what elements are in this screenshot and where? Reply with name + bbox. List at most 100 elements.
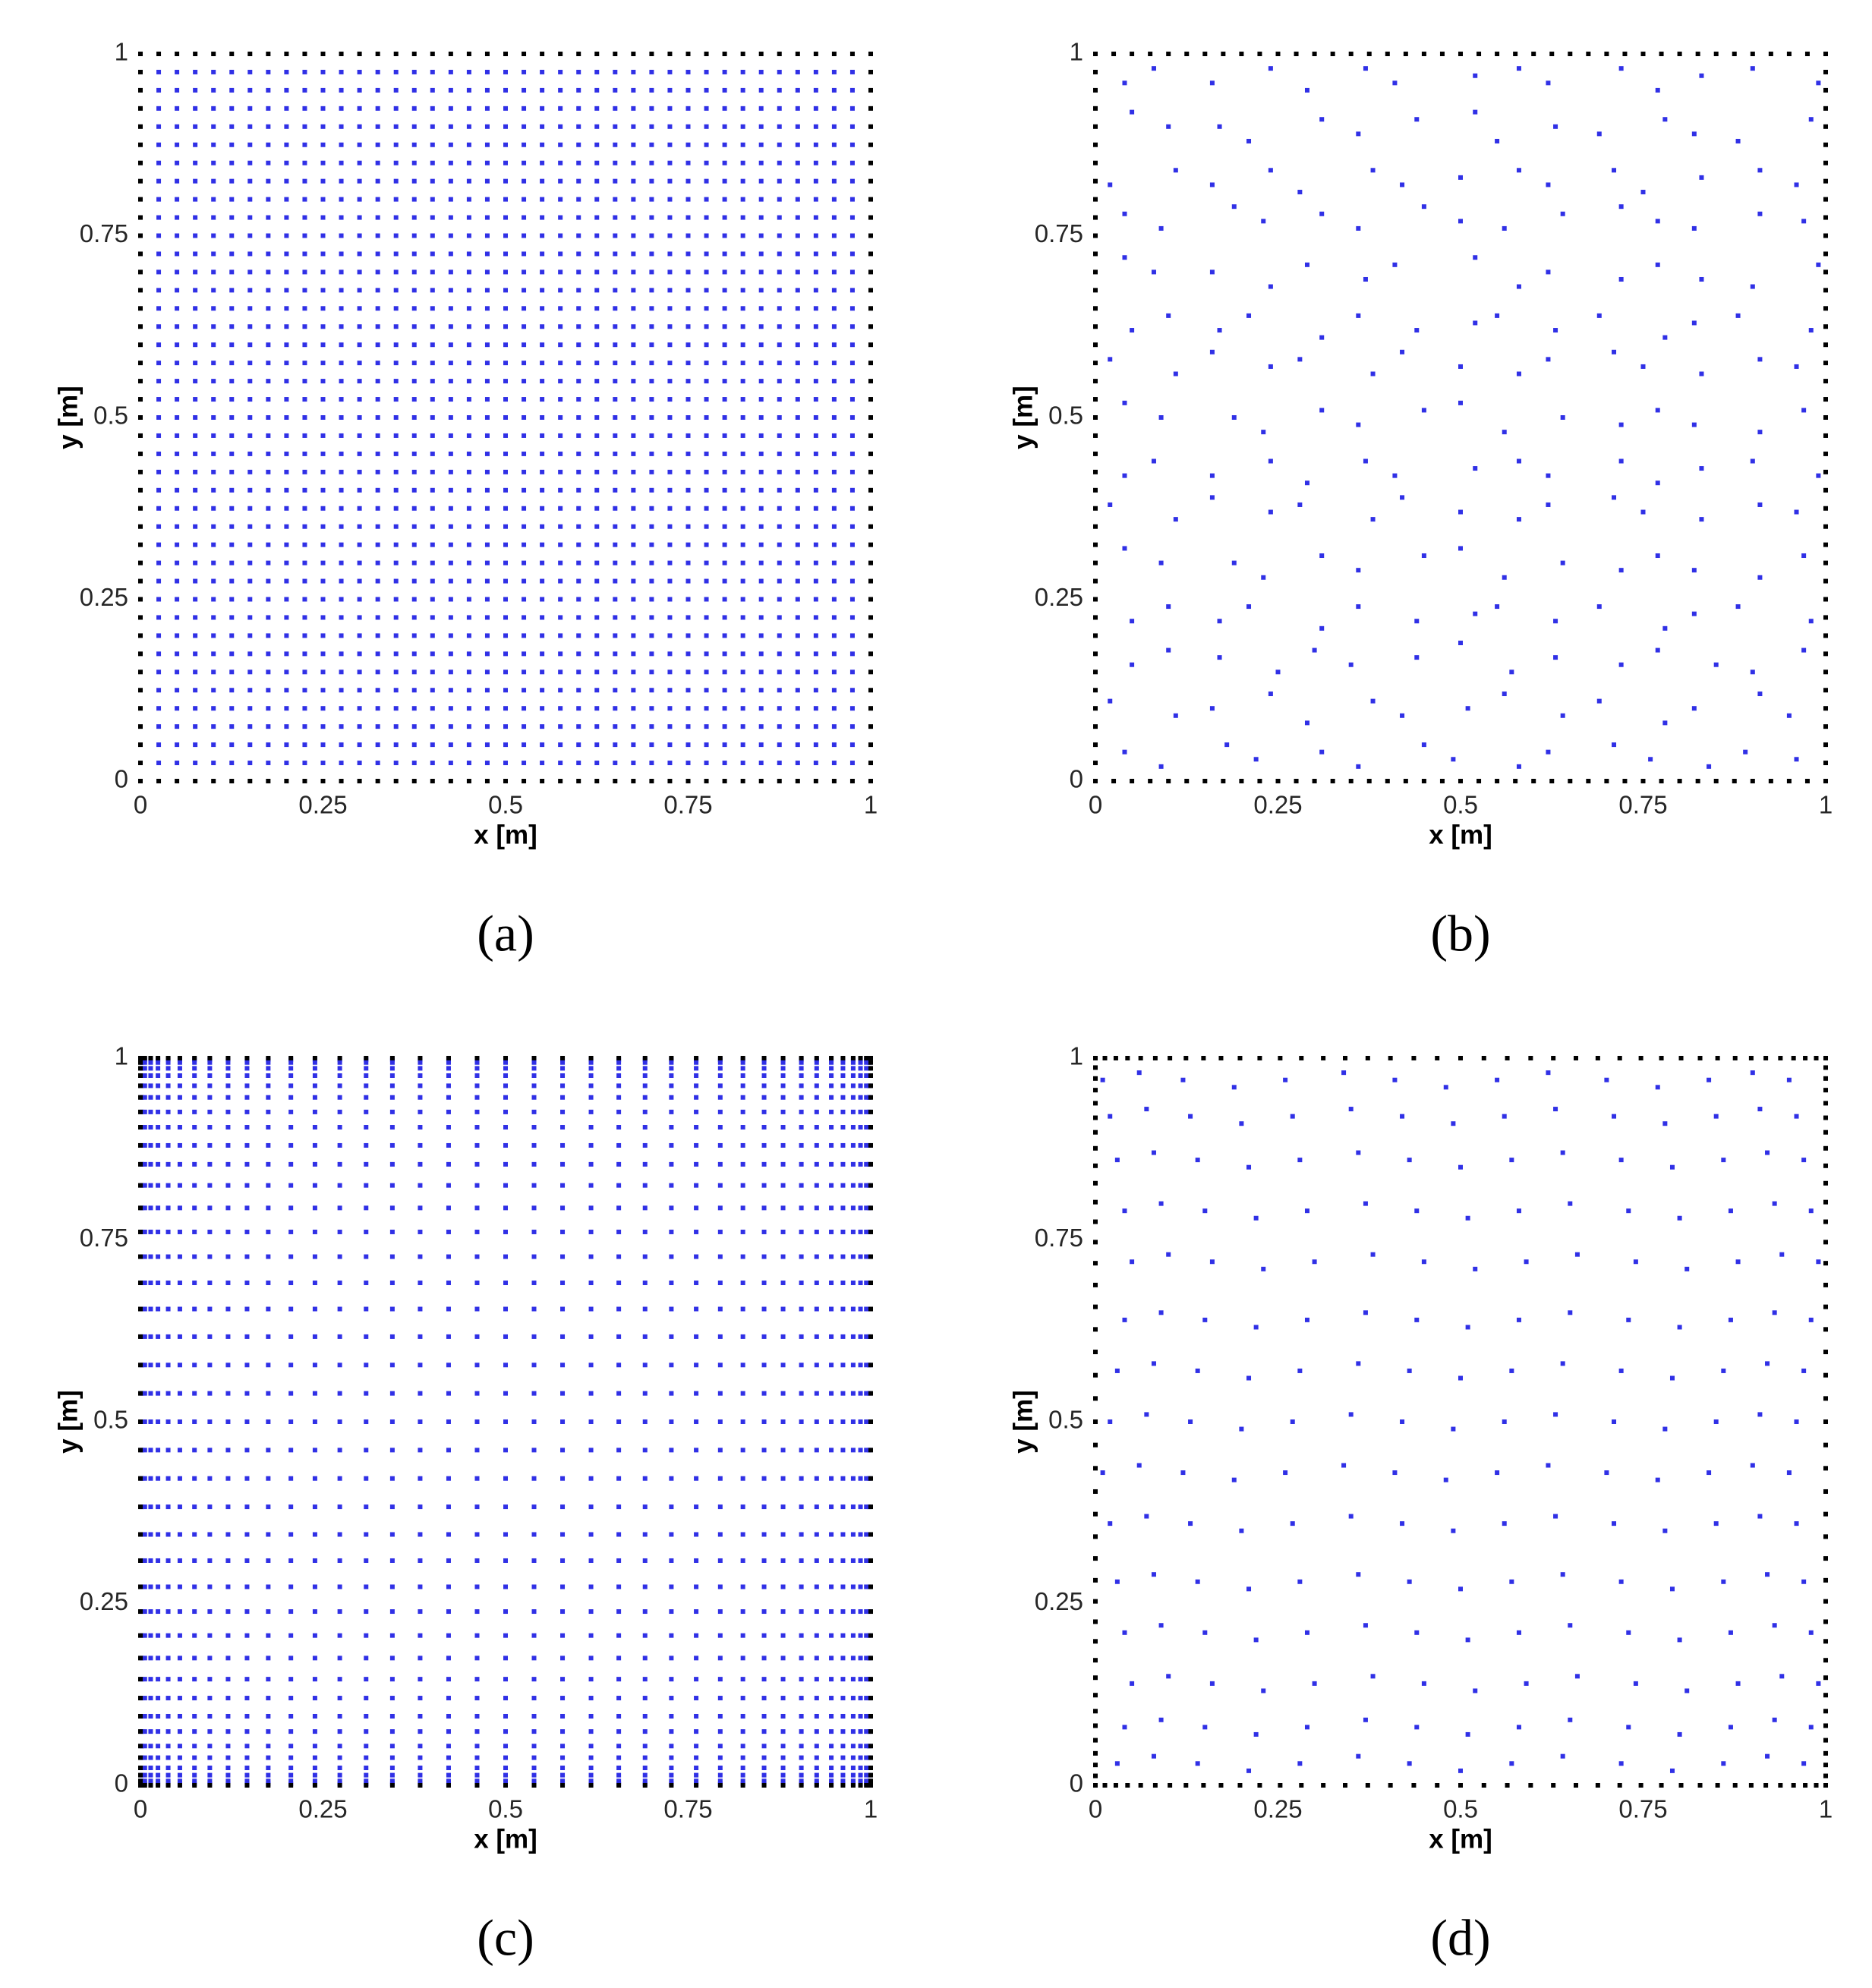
point bbox=[192, 1609, 197, 1615]
point bbox=[503, 1363, 508, 1368]
point bbox=[740, 160, 745, 165]
point bbox=[244, 1778, 250, 1784]
point bbox=[1473, 255, 1478, 260]
point bbox=[868, 1125, 873, 1130]
point bbox=[642, 1056, 648, 1060]
point bbox=[717, 1205, 723, 1211]
point bbox=[558, 142, 563, 147]
point bbox=[448, 233, 453, 238]
point bbox=[1122, 255, 1127, 260]
point bbox=[446, 1766, 451, 1771]
point bbox=[694, 1060, 699, 1065]
point bbox=[156, 542, 162, 547]
point bbox=[1202, 779, 1208, 783]
point bbox=[193, 615, 198, 620]
point bbox=[302, 379, 307, 384]
point bbox=[740, 1205, 745, 1211]
point bbox=[868, 1060, 873, 1065]
point bbox=[192, 1095, 197, 1100]
point bbox=[284, 269, 289, 275]
point bbox=[799, 1448, 804, 1453]
point bbox=[780, 1448, 786, 1453]
point bbox=[761, 1334, 767, 1339]
point bbox=[1568, 52, 1573, 56]
point bbox=[411, 160, 417, 165]
point bbox=[717, 1504, 723, 1510]
point bbox=[266, 1772, 271, 1778]
point bbox=[868, 1782, 873, 1787]
point bbox=[266, 1183, 271, 1188]
point bbox=[1348, 1412, 1354, 1417]
point bbox=[266, 142, 271, 147]
point bbox=[1823, 779, 1828, 783]
point bbox=[722, 87, 727, 93]
point bbox=[531, 1142, 537, 1148]
point bbox=[1823, 1619, 1828, 1624]
point bbox=[1148, 52, 1153, 56]
point bbox=[1750, 52, 1755, 56]
point bbox=[302, 560, 307, 566]
point bbox=[1370, 168, 1376, 173]
point bbox=[288, 1766, 294, 1771]
point bbox=[1093, 1056, 1098, 1060]
point bbox=[758, 706, 764, 711]
point bbox=[339, 324, 344, 329]
point bbox=[418, 1363, 423, 1368]
point bbox=[631, 560, 636, 566]
point bbox=[503, 1109, 508, 1114]
point bbox=[740, 615, 745, 620]
point bbox=[1633, 1681, 1638, 1686]
point bbox=[850, 1391, 856, 1396]
point bbox=[266, 1205, 271, 1211]
point bbox=[849, 688, 855, 693]
point bbox=[138, 361, 143, 366]
point bbox=[247, 361, 253, 366]
point bbox=[193, 779, 198, 783]
point bbox=[850, 1183, 856, 1188]
point bbox=[560, 1713, 566, 1719]
point bbox=[531, 1109, 537, 1114]
point bbox=[503, 397, 508, 402]
point bbox=[531, 1254, 537, 1259]
point bbox=[225, 1609, 231, 1615]
point bbox=[850, 1772, 856, 1778]
point bbox=[850, 1095, 856, 1100]
point bbox=[531, 1729, 537, 1734]
point bbox=[284, 597, 289, 602]
point bbox=[1113, 1783, 1118, 1788]
point bbox=[540, 633, 545, 638]
point bbox=[177, 1083, 182, 1089]
point bbox=[685, 469, 691, 474]
point bbox=[1246, 1768, 1252, 1773]
point bbox=[631, 215, 636, 220]
point bbox=[148, 1504, 153, 1510]
point bbox=[594, 578, 600, 584]
point bbox=[799, 1677, 804, 1682]
point bbox=[799, 1558, 804, 1563]
point bbox=[576, 178, 581, 184]
point bbox=[588, 1713, 594, 1719]
point bbox=[522, 324, 527, 329]
point bbox=[722, 251, 727, 257]
point bbox=[1568, 1623, 1573, 1628]
point bbox=[864, 1083, 869, 1089]
point bbox=[418, 1696, 423, 1701]
point bbox=[799, 1532, 804, 1537]
point bbox=[192, 1766, 197, 1771]
point bbox=[849, 288, 855, 293]
point bbox=[448, 469, 453, 474]
point bbox=[814, 1656, 819, 1661]
point bbox=[142, 1161, 147, 1167]
point bbox=[148, 1142, 153, 1148]
point bbox=[868, 1057, 873, 1062]
point bbox=[560, 1363, 566, 1368]
point bbox=[1407, 1368, 1412, 1373]
point bbox=[225, 1783, 231, 1788]
point bbox=[312, 1363, 317, 1368]
point bbox=[1691, 320, 1697, 326]
point bbox=[758, 397, 764, 402]
point bbox=[156, 1419, 161, 1424]
point bbox=[1209, 1259, 1215, 1265]
point bbox=[484, 233, 490, 238]
point bbox=[503, 52, 508, 56]
